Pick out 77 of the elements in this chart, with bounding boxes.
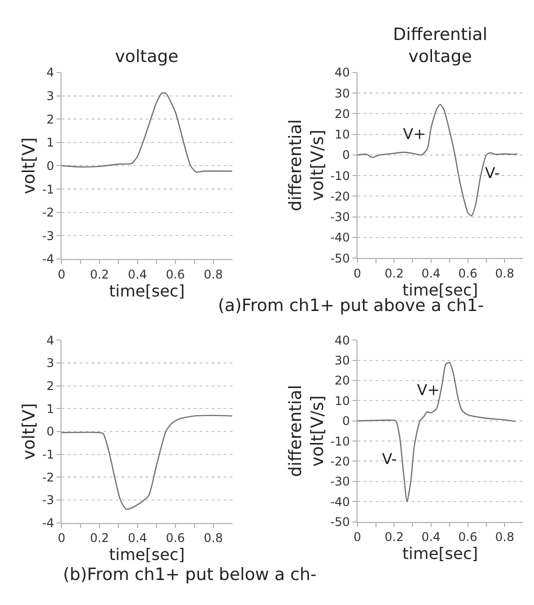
y-tick-label: 2 bbox=[46, 378, 54, 393]
line-series bbox=[62, 414, 232, 510]
x-tick-label: 0.8 bbox=[495, 530, 514, 544]
y-axis-title: volt[V] bbox=[20, 403, 40, 460]
x-tick-label: 0 bbox=[354, 530, 362, 544]
line-series bbox=[62, 92, 232, 173]
x-tick-label: 0.4 bbox=[421, 266, 441, 280]
y-tick-label: 10 bbox=[334, 394, 350, 408]
y-tick-label: -40 bbox=[330, 230, 350, 245]
x-tick-label: 0.6 bbox=[166, 267, 185, 282]
y-tick-label: -3 bbox=[42, 228, 54, 243]
annotation: V+ bbox=[403, 125, 426, 143]
y-tick-label: -40 bbox=[330, 494, 350, 509]
x-tick-label: 0.4 bbox=[421, 530, 441, 544]
y-tick-label: -4 bbox=[42, 252, 54, 266]
x-tick-label: 0 bbox=[58, 531, 66, 546]
y-tick-label: 20 bbox=[334, 106, 350, 121]
x-tick-label: 0.4 bbox=[128, 531, 147, 546]
y-tick-label: -4 bbox=[42, 516, 54, 530]
y-tick-label: -1 bbox=[42, 447, 54, 462]
x-tick-label: 0.4 bbox=[128, 267, 147, 282]
y-tick-label: -50 bbox=[330, 251, 350, 266]
x-tick-label: 0.8 bbox=[495, 266, 514, 280]
x-axis-title: time[sec] bbox=[109, 545, 185, 564]
y-tick-label: -3 bbox=[42, 493, 54, 508]
x-tick-label: 0.2 bbox=[384, 266, 404, 280]
y-tick-label: 1 bbox=[46, 136, 54, 150]
x-tick-label: 0.6 bbox=[166, 531, 185, 546]
y-tick-label: 0 bbox=[46, 158, 54, 173]
annotation: V- bbox=[382, 450, 397, 468]
line-series bbox=[357, 362, 516, 502]
x-tick-label: 0 bbox=[354, 266, 362, 280]
y-tick-label: 40 bbox=[334, 66, 350, 80]
x-tick-label: 0 bbox=[58, 267, 66, 282]
annotation: V- bbox=[485, 164, 500, 182]
y-tick-label: 30 bbox=[334, 354, 350, 368]
y-axis-title: differential volt[V/s] bbox=[286, 384, 328, 477]
y-tick-label: 2 bbox=[46, 112, 54, 126]
x-tick-label: 0.6 bbox=[458, 530, 478, 544]
annotation: V+ bbox=[417, 381, 440, 399]
y-tick-label: -1 bbox=[42, 182, 54, 196]
x-tick-label: 0.6 bbox=[458, 266, 478, 280]
y-tick-label: -2 bbox=[42, 206, 54, 220]
y-tick-label: -2 bbox=[42, 470, 54, 484]
y-tick-label: 0 bbox=[342, 148, 350, 162]
y-tick-label: 4 bbox=[46, 66, 54, 80]
y-tick-label: 0 bbox=[342, 414, 350, 428]
text: (b)From ch1+ put below a ch- bbox=[63, 565, 317, 585]
x-tick-label: 0.2 bbox=[384, 530, 404, 544]
y-tick-label: 3 bbox=[46, 88, 54, 103]
x-tick-label: 0.2 bbox=[90, 531, 110, 546]
y-tick-label: 40 bbox=[334, 333, 350, 348]
y-tick-label: -50 bbox=[330, 515, 350, 530]
y-tick-label: -20 bbox=[330, 189, 350, 204]
y-tick-label: 10 bbox=[334, 128, 350, 142]
y-axis-title: differential volt[V/s] bbox=[286, 119, 328, 212]
y-tick-label: -30 bbox=[330, 474, 350, 489]
y-tick-label: -30 bbox=[330, 210, 350, 224]
y-axis-title: volt[V] bbox=[20, 137, 40, 194]
y-tick-label: 4 bbox=[46, 333, 54, 348]
x-tick-label: 0.2 bbox=[90, 267, 110, 282]
y-tick-label: -20 bbox=[330, 454, 350, 468]
y-tick-label: 0 bbox=[46, 424, 54, 439]
x-axis-title: time[sec] bbox=[109, 281, 185, 300]
y-tick-label: 3 bbox=[46, 356, 54, 370]
x-axis-title: time[sec] bbox=[402, 544, 478, 564]
x-axis-title: time[sec] bbox=[402, 280, 478, 300]
chart-title: Differential voltage bbox=[393, 25, 488, 68]
x-tick-label: 0.8 bbox=[204, 267, 223, 282]
x-tick-label: 0.8 bbox=[204, 531, 223, 546]
y-tick-label: 30 bbox=[334, 86, 350, 100]
y-tick-label: -10 bbox=[330, 168, 350, 183]
chart-title: voltage bbox=[115, 47, 179, 67]
y-tick-label: -10 bbox=[330, 434, 350, 448]
y-tick-label: 20 bbox=[334, 374, 350, 388]
line-series bbox=[357, 104, 518, 216]
y-tick-label: 1 bbox=[46, 402, 54, 416]
